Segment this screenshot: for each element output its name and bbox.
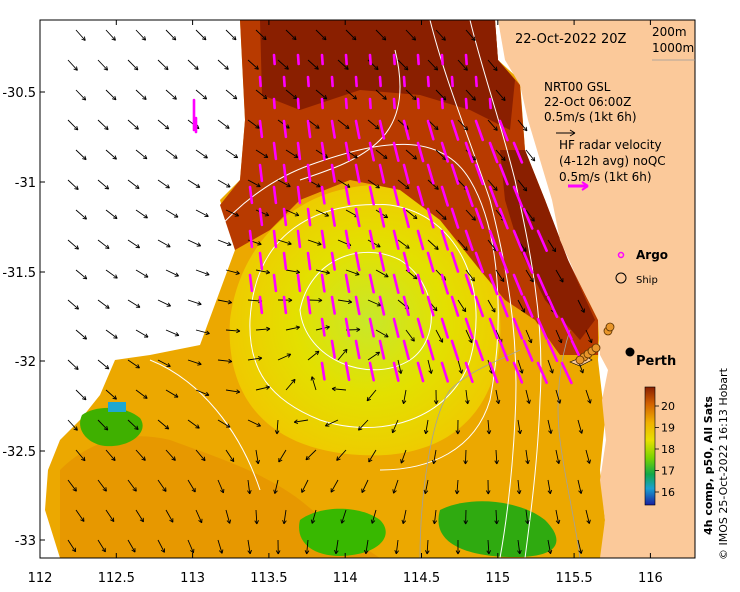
x-tick-label: 114.5 [403, 571, 440, 586]
coastal-contours [419, 329, 581, 558]
model-legend-line-3: 0.5m/s (1kt 6h) [544, 110, 637, 124]
model-legend-line-1: NRT00 GSL [544, 80, 611, 94]
radar-legend-line-3: 0.5m/s (1kt 6h) [559, 170, 652, 184]
argo-symbol [617, 251, 625, 259]
colorbar-tick-label: 19 [661, 422, 675, 435]
y-tick-label: -31 [15, 176, 36, 191]
ship-symbol [615, 272, 627, 284]
plot-frame [39, 19, 696, 559]
radar-legend-line-2: (4-12h avg) noQC [559, 154, 666, 168]
sst-eddy [229, 185, 501, 456]
x-tick-label: 113 [180, 571, 205, 586]
y-tick-label: -32 [15, 355, 36, 370]
colorbar-tick-label: 18 [661, 443, 675, 456]
model-legend-line-2: 22-Oct 06:00Z [544, 95, 631, 109]
y-tick-label: -33 [15, 534, 36, 549]
x-tick-label: 116 [638, 571, 663, 586]
x-tick-label: 115 [485, 571, 510, 586]
hf-radar-arrows [192, 53, 584, 385]
perth-label: Perth [636, 354, 676, 369]
colorbar-ticks: 20 19 18 17 16 [655, 400, 675, 499]
y-axis: -30.5 -31 -31.5 -32 -32.5 -33 [2, 86, 45, 549]
colorbar-tick-label: 16 [661, 486, 675, 499]
sst-coast-hot [500, 150, 595, 340]
model-legend-arrow [556, 129, 576, 137]
perth-marker [625, 347, 635, 357]
datetime-label: 22-Oct-2022 20Z [515, 32, 627, 47]
argo-label: Argo [636, 248, 668, 262]
x-tick-label: 113.5 [250, 571, 287, 586]
y-tick-label: -31.5 [2, 266, 36, 281]
model-current-arrows [67, 29, 593, 555]
x-tick-label: 114 [333, 571, 358, 586]
y-tick-label: -32.5 [2, 445, 36, 460]
credit-text: © IMOS 25-Oct-2022 16:13 Hobart [717, 367, 730, 560]
x-tick-label: 112 [28, 571, 53, 586]
sst-sw-green [80, 407, 143, 447]
radar-legend-line-1: HF radar velocity [559, 138, 662, 152]
depth-legend-200: 200m [652, 25, 687, 39]
x-tick-label: 112.5 [98, 571, 135, 586]
x-axis: 112 112.5 113 113.5 114 114.5 115 115.5 116 [28, 20, 663, 586]
colorbar-tick-label: 17 [661, 465, 675, 478]
sst-sw-blue [108, 402, 126, 412]
depth-legend-1000: 1000m [652, 41, 694, 55]
colorbar-tick-label: 20 [661, 400, 675, 413]
sst-north-hot [260, 20, 515, 130]
colorbar [644, 386, 656, 506]
x-tick-label: 115.5 [555, 571, 592, 586]
ship-track-markers [575, 322, 615, 365]
radar-legend-arrow [568, 181, 589, 191]
y-tick-label: -30.5 [2, 86, 36, 101]
colorbar-label: 4h comp, p50, All Sats [702, 396, 715, 535]
ship-label: Ship [636, 275, 658, 286]
sst-south-green [299, 508, 386, 556]
